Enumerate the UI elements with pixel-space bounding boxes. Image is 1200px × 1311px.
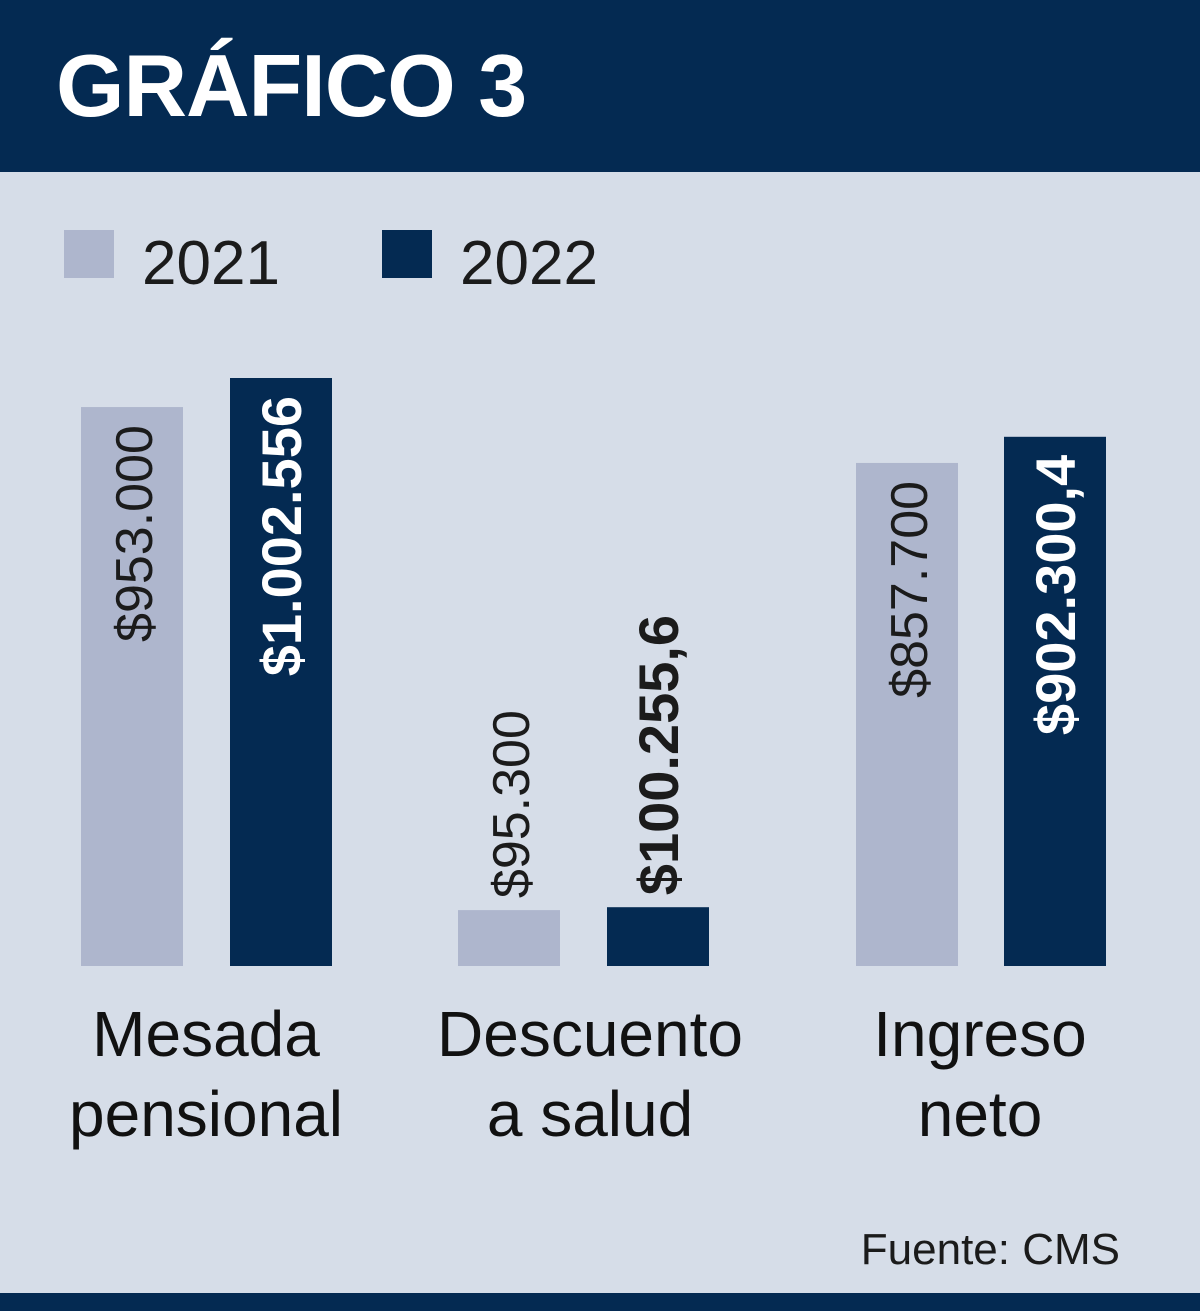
- chart-title: GRÁFICO 3: [56, 36, 527, 135]
- bar-2022-2: [1004, 436, 1106, 966]
- category-label-0-1: pensional: [69, 1078, 343, 1150]
- category-label-0-0: Mesada: [92, 998, 320, 1070]
- data-label-2022-0: $1.002.556: [250, 396, 313, 676]
- category-label-2-1: neto: [918, 1078, 1043, 1150]
- legend-swatch-2022: [382, 230, 432, 278]
- legend-swatch-2021: [64, 230, 114, 278]
- data-label-2021-1: $95.300: [483, 710, 541, 898]
- category-label-1-0: Descuento: [437, 998, 743, 1070]
- legend-label-2021: 2021: [142, 229, 280, 298]
- data-label-2021-2: $857.700: [881, 481, 939, 698]
- bar-2022-1: [607, 907, 709, 966]
- footer-bar: [0, 1293, 1200, 1311]
- data-label-2022-2: $902.300,4: [1024, 455, 1087, 735]
- legend-label-2022: 2022: [460, 229, 598, 298]
- category-label-1-1: a salud: [487, 1078, 693, 1150]
- source-note: Fuente: CMS: [860, 1225, 1120, 1274]
- category-label-2-0: Ingreso: [873, 998, 1086, 1070]
- bar-2022-0: [230, 378, 332, 966]
- bar-2021-0: [81, 407, 183, 966]
- bar-2021-1: [458, 910, 560, 966]
- data-label-2022-1: $100.255,6: [627, 615, 690, 895]
- data-label-2021-0: $953.000: [106, 425, 164, 642]
- header-bar: GRÁFICO 3: [0, 0, 1200, 172]
- bar-2021-2: [856, 462, 958, 966]
